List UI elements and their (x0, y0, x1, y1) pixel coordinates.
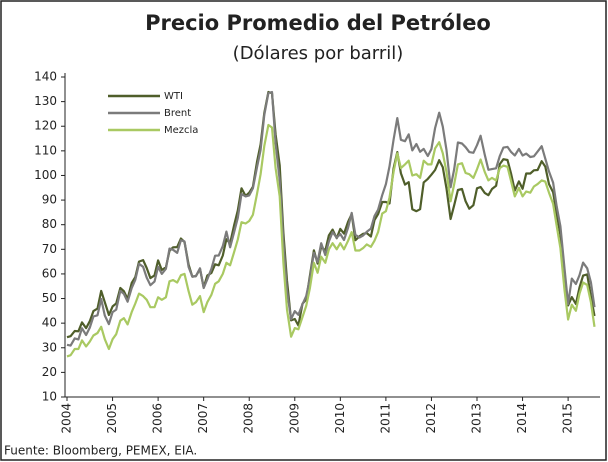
y-tick-label: 60 (42, 266, 57, 280)
y-tick-label: 20 (42, 365, 57, 379)
x-tick-label: 2007 (196, 403, 210, 434)
x-tick-label: 2015 (561, 403, 575, 434)
x-tick-label: 2011 (378, 403, 392, 434)
x-tick-label: 2008 (242, 403, 256, 434)
y-tick-label: 30 (42, 340, 57, 354)
y-tick-label: 120 (34, 119, 57, 133)
y-tick-label: 40 (42, 316, 57, 330)
y-tick-label: 80 (42, 217, 57, 231)
y-tick-label: 130 (34, 94, 57, 108)
legend-label: Mezcla (164, 125, 198, 136)
y-tick-label: 90 (42, 193, 57, 207)
source: Fuente: Bloomberg, PEMEX, EIA. (4, 444, 197, 458)
y-tick-label: 10 (42, 390, 57, 404)
y-tick-label: 50 (42, 291, 57, 305)
x-tick-label: 2009 (287, 403, 301, 434)
legend-label: Brent (164, 108, 191, 119)
legend-label: WTI (164, 91, 183, 102)
x-tick-label: 2014 (515, 403, 529, 434)
y-tick-label: 140 (34, 70, 57, 84)
series-line (66, 90, 596, 339)
x-tick-label: 2010 (333, 403, 347, 434)
series-line (66, 123, 596, 358)
chart-title: Precio Promedio del Petróleo (145, 11, 491, 35)
y-tick-label: 110 (34, 143, 57, 157)
x-tick-label: 2005 (105, 403, 119, 434)
y-tick-label: 100 (34, 168, 57, 182)
chart-subtitle: (Dólares por barril) (233, 43, 404, 64)
x-tick-label: 2006 (151, 403, 165, 434)
series-line (66, 90, 596, 347)
y-tick-label: 70 (42, 242, 57, 256)
x-tick-label: 2004 (60, 403, 74, 434)
x-tick-label: 2012 (424, 403, 438, 434)
x-tick-label: 2013 (470, 403, 484, 434)
